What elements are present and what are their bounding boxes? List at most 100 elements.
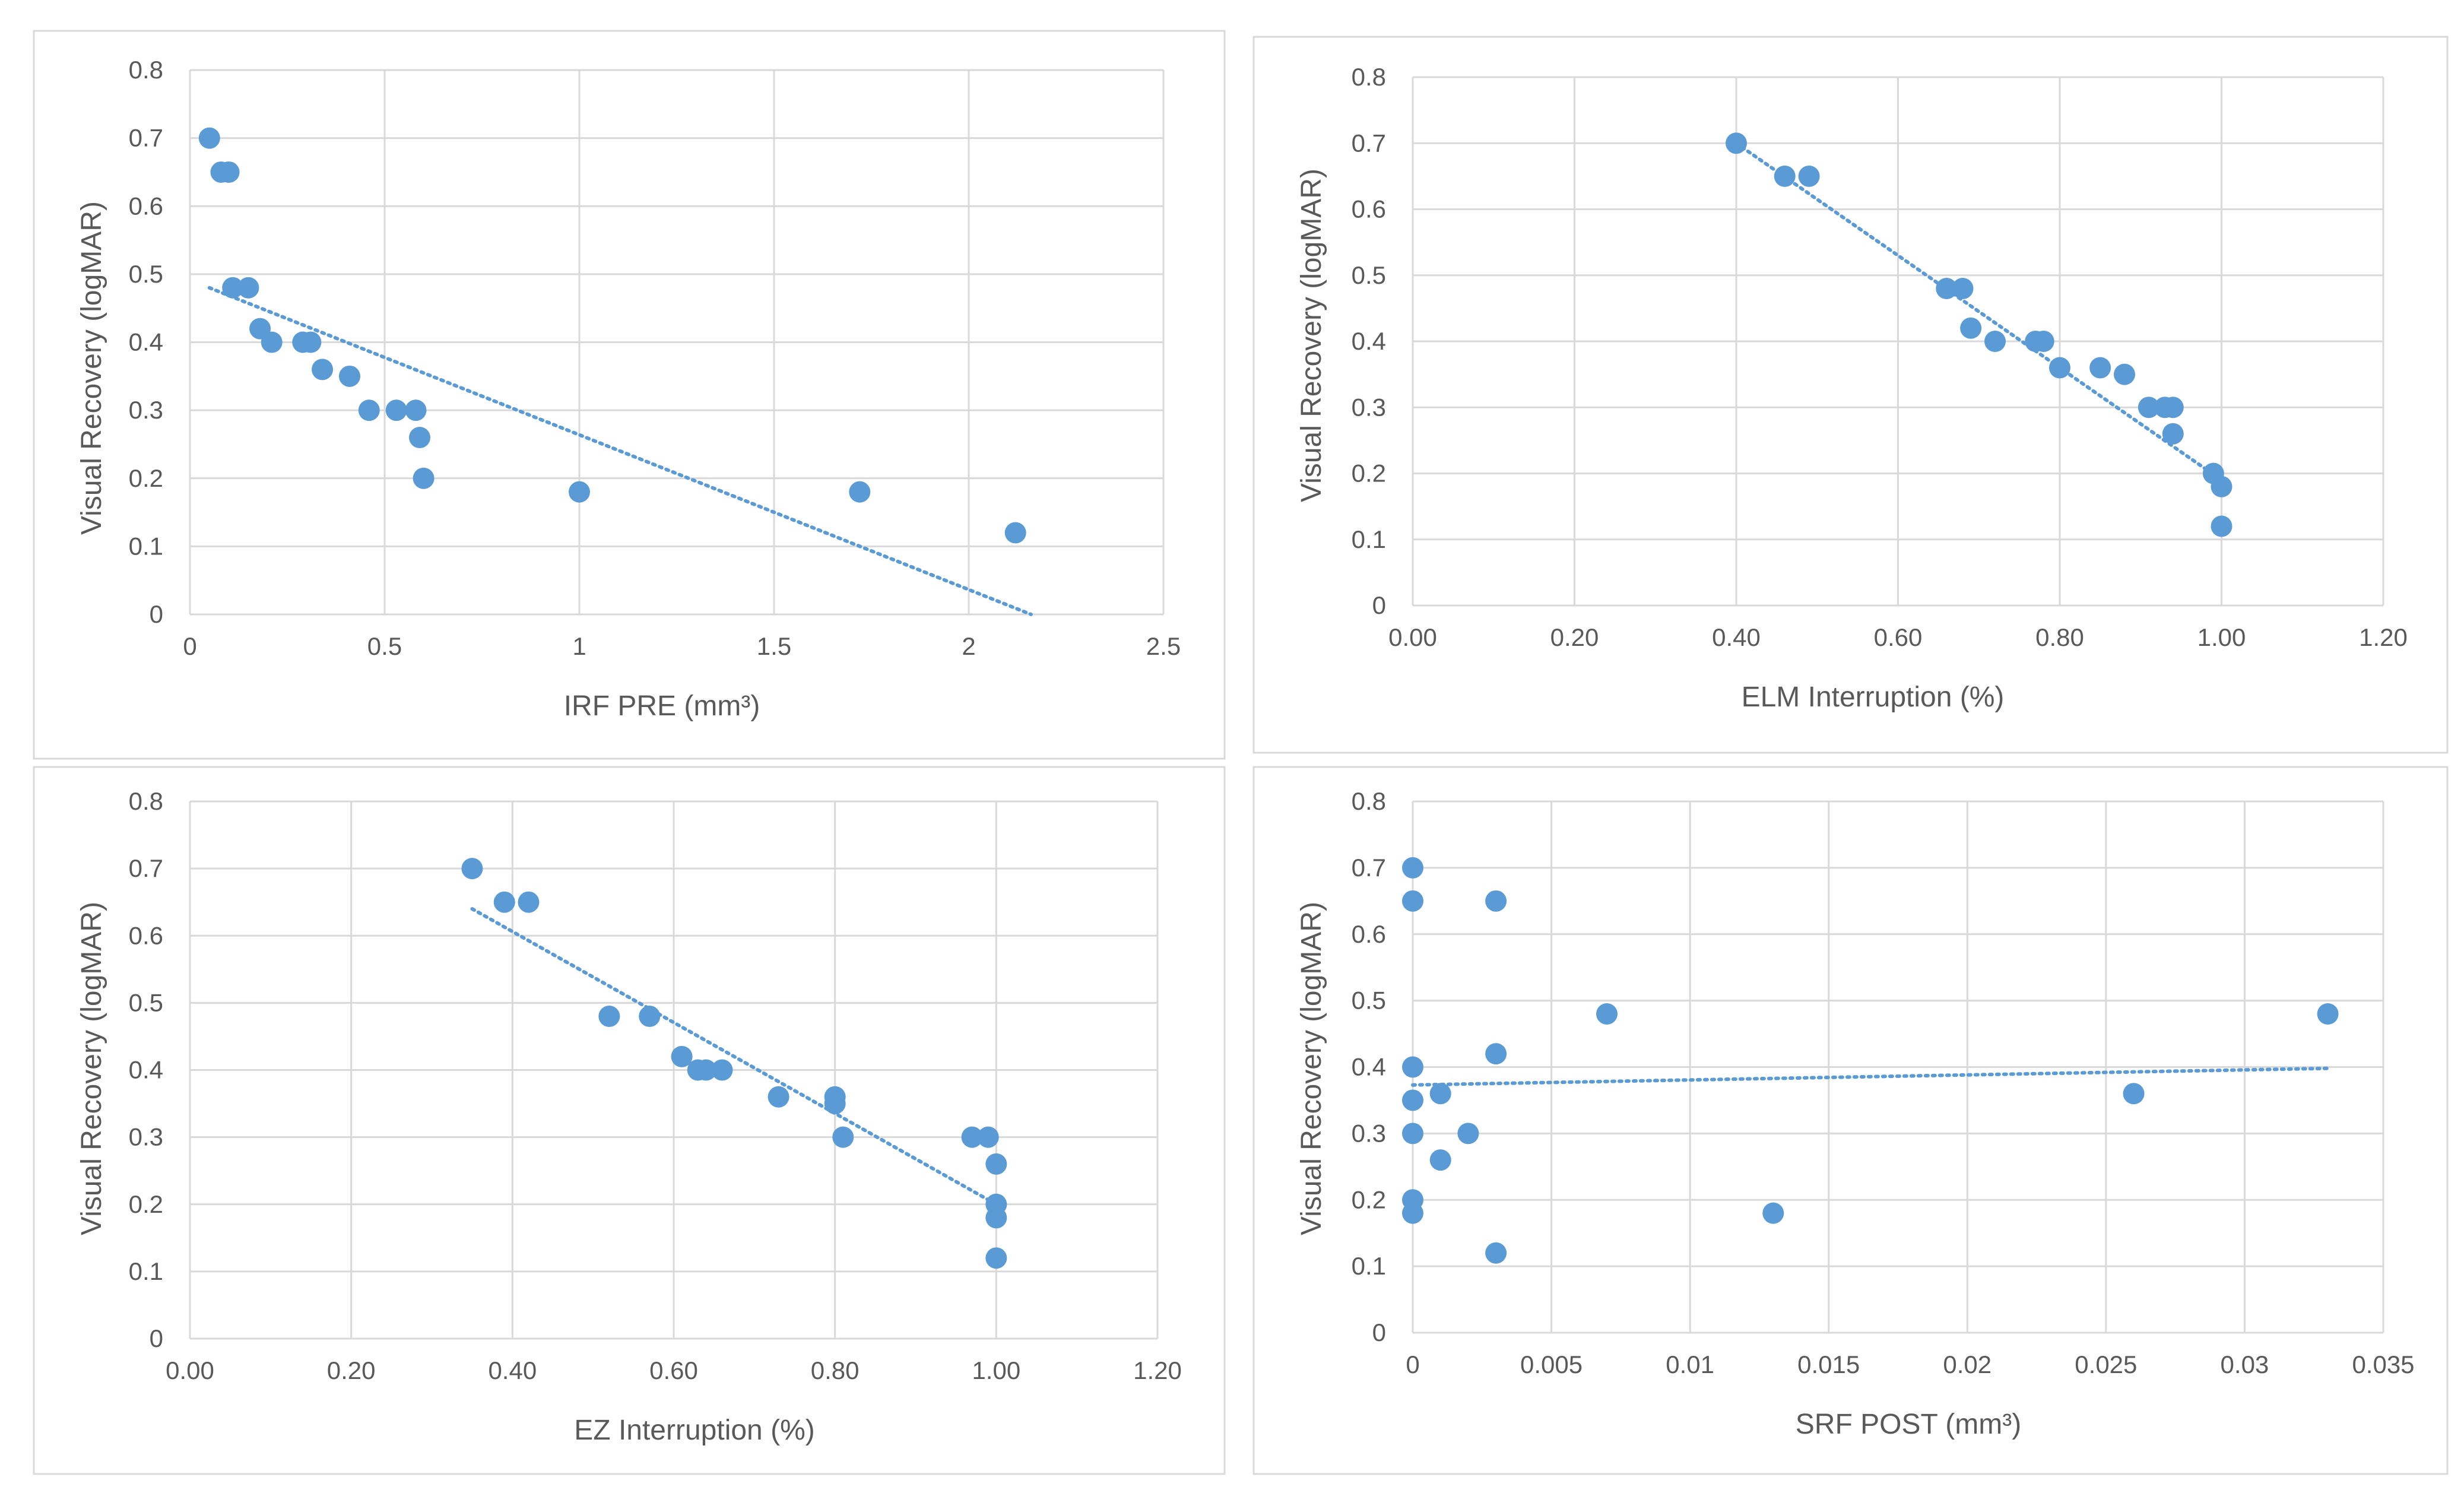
linear-trendline	[1411, 1066, 2330, 1087]
data-point	[518, 891, 540, 913]
chart-srf-post: 0 0.1 0.2 0.3 0.4 0.5 0.6 0.7 0.8 0 0.005 0.01 0.015…	[1252, 766, 2449, 1475]
y-tick-label: 0.3	[1352, 393, 1386, 421]
x-tick-label: 0.5	[367, 632, 402, 660]
y-tick-label: 0.5	[129, 988, 163, 1016]
data-point	[1798, 165, 1820, 187]
y-tick-label: 0.1	[129, 1257, 163, 1285]
data-point	[985, 1207, 1007, 1229]
x-tick-label: 1.20	[1133, 1356, 1182, 1384]
y-tick-label: 0.5	[129, 260, 163, 288]
linear-trendline	[1734, 141, 2224, 482]
x-tick-label: 0.80	[811, 1356, 860, 1384]
data-point	[2211, 475, 2232, 497]
data-point	[2162, 397, 2184, 419]
data-point	[358, 400, 380, 421]
x-tick-label: 0.60	[1874, 623, 1923, 651]
y-tick-label: 0.4	[129, 1056, 163, 1084]
x-tick-label: 1.20	[2359, 623, 2408, 651]
data-point	[569, 481, 590, 503]
y-tick-label: 0.6	[1352, 920, 1386, 948]
x-tick-label: 1.5	[757, 632, 791, 660]
data-point	[300, 331, 322, 353]
data-point	[2032, 331, 2054, 352]
data-point	[768, 1086, 789, 1108]
data-point	[1596, 1003, 1618, 1025]
chart-irf-pre: 0 0.1 0.2 0.3 0.4 0.5 0.6 0.7 0.8 0 0.5 1 1.5 2 2.5 IRF…	[33, 30, 1226, 760]
x-tick-label: 0.20	[1550, 623, 1599, 651]
x-tick-label: 0.01	[1666, 1350, 1714, 1378]
data-point	[2089, 357, 2111, 379]
data-point	[961, 1126, 983, 1148]
data-point	[598, 1006, 620, 1027]
y-tick-label: 0	[150, 1324, 163, 1352]
y-tick-label: 0.8	[129, 787, 163, 815]
x-tick-label: 0.005	[1520, 1350, 1583, 1378]
x-tick-label: 0.02	[1943, 1350, 1992, 1378]
chart-srf-post-svg: 0 0.1 0.2 0.3 0.4 0.5 0.6 0.7 0.8 0 0.005 0.01 0.015…	[1252, 766, 2449, 1475]
x-tick-label: 0.00	[1388, 623, 1437, 651]
x-tick-label: 0.40	[1712, 623, 1761, 651]
data-point	[1485, 1043, 1507, 1065]
data-point	[832, 1126, 854, 1148]
y-tick-label: 0.6	[129, 921, 163, 949]
y-tick-label: 0	[150, 600, 163, 628]
y-tick-label: 0.2	[129, 1190, 163, 1218]
x-tick-label: 0.025	[2075, 1350, 2137, 1378]
x-tick-label: 0.035	[2352, 1350, 2414, 1378]
y-tick-label: 0.4	[1352, 1053, 1386, 1081]
data-point	[1402, 1056, 1423, 1078]
y-tick-label: 0.2	[129, 464, 163, 492]
y-tick-label: 0.7	[1352, 129, 1386, 157]
data-point	[639, 1006, 661, 1027]
data-point	[1402, 857, 1423, 879]
x-tick-label: 0.60	[649, 1356, 698, 1384]
data-point	[2049, 357, 2070, 379]
x-tick-label: 0.40	[488, 1356, 537, 1384]
y-tick-label: 0	[1372, 1318, 1386, 1346]
x-axis-title: ELM Interruption (%)	[1742, 681, 2005, 713]
chart-elm-interruption: 0 0.1 0.2 0.3 0.4 0.5 0.6 0.7 0.8 0.00 0.20 0.40 0.6…	[1252, 36, 2449, 754]
y-tick-label: 0.4	[129, 328, 163, 356]
data-point	[2123, 1083, 2145, 1105]
chart-elm-interruption-svg: 0 0.1 0.2 0.3 0.4 0.5 0.6 0.7 0.8 0.00 0.20 0.40 0.6…	[1252, 36, 2449, 754]
data-point	[1457, 1123, 1479, 1145]
x-axis-title: SRF POST (mm³)	[1796, 1409, 2021, 1440]
data-point	[985, 1153, 1007, 1175]
data-point	[493, 891, 515, 913]
data-point	[1402, 890, 1423, 912]
y-tick-label: 0.7	[1352, 854, 1386, 882]
data-point	[1429, 1083, 1451, 1105]
y-tick-label: 0.2	[1352, 459, 1386, 487]
y-axis-title: Visual Recovery (logMAR)	[76, 201, 107, 535]
data-point	[671, 1045, 693, 1067]
data-point	[461, 858, 483, 880]
y-tick-label: 0.6	[129, 192, 163, 220]
x-tick-label: 2	[962, 632, 975, 660]
x-tick-label: 0.00	[166, 1356, 214, 1384]
y-tick-label: 0.5	[1352, 987, 1386, 1015]
data-point	[385, 400, 407, 421]
y-axis-title: Visual Recovery (logMAR)	[1296, 902, 1327, 1235]
x-tick-label: 0.03	[2221, 1350, 2269, 1378]
data-point	[1402, 1123, 1423, 1145]
y-tick-label: 0.3	[129, 1123, 163, 1151]
data-point	[985, 1247, 1007, 1269]
data-point	[1004, 522, 1026, 544]
x-tick-label: 1.00	[972, 1356, 1020, 1384]
data-point	[222, 277, 244, 299]
data-point	[1762, 1202, 1784, 1224]
y-tick-label: 0.7	[129, 124, 163, 152]
data-point	[237, 277, 259, 299]
chart-frame	[33, 30, 1226, 760]
data-point	[2317, 1003, 2339, 1025]
data-point	[1429, 1149, 1451, 1171]
data-point	[1936, 278, 1958, 299]
data-point	[2162, 423, 2184, 445]
data-point	[413, 467, 435, 489]
y-tick-label: 0.8	[129, 56, 163, 84]
y-tick-label: 0.2	[1352, 1185, 1386, 1213]
y-axis-title: Visual Recovery (logMAR)	[76, 902, 107, 1235]
y-tick-label: 0.3	[129, 396, 163, 424]
data-point	[824, 1093, 846, 1115]
x-axis-title: IRF PRE (mm³)	[564, 690, 760, 722]
